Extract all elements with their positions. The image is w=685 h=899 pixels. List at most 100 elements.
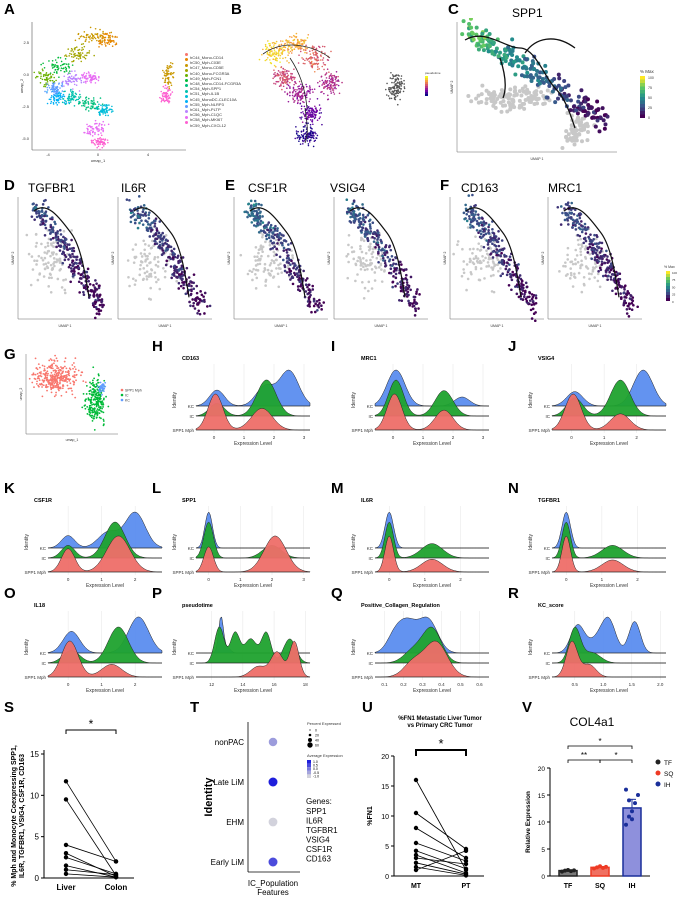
panel-f-right-gray-point: [593, 276, 596, 279]
panel-b-point: [280, 48, 282, 51]
panel-b-point: [289, 94, 291, 97]
panel-d-right-point: [172, 251, 175, 255]
panel-b-point: [271, 52, 274, 55]
panel-f-right-gray-point: [570, 260, 574, 263]
panel-a-point: [169, 66, 171, 69]
panel-b-point: [308, 110, 311, 113]
panel-f-right-gray-point: [579, 247, 582, 250]
panel-d-left-point: [42, 222, 45, 225]
panel-e-right-gray-point: [362, 256, 365, 260]
panel-f-left-point: [517, 263, 520, 266]
panel-f-left-point: [487, 225, 490, 229]
panel-a-point: [116, 36, 118, 38]
panel-f-left-gray-point: [490, 266, 493, 269]
panel-b-point: [300, 38, 302, 41]
panel-a-point: [106, 104, 108, 107]
panel-a-point: [166, 66, 168, 69]
panel-b-point: [298, 85, 301, 87]
panel-b-point: [271, 50, 273, 52]
panel-d-right-point: [187, 284, 191, 288]
panel-d-left-point: [73, 270, 76, 273]
panel-c-colorbar-segment: [640, 90, 645, 94]
panel-c-point: [487, 31, 492, 36]
panel-a-point: [46, 89, 49, 91]
panel-f-right-gray-point: [580, 243, 583, 246]
panel-e-right-gray-point: [373, 271, 377, 274]
panel-f-right-gray-point: [573, 276, 577, 279]
panel-f-left-point: [465, 212, 469, 216]
panel-e-left-point: [269, 228, 273, 232]
panel-g-point-ic: [91, 419, 94, 422]
panel-g-point-spp1: [55, 357, 58, 360]
panel-f-left-point: [528, 291, 532, 295]
panel-d-left-gray-point: [58, 259, 62, 262]
panel-a-point: [107, 114, 109, 117]
panel-label-f: F: [440, 177, 450, 194]
panel-f-right-point: [625, 307, 629, 311]
panel-b-point: [296, 89, 298, 91]
panel-d-left-trajectory: [33, 207, 90, 298]
panel-e-left-point: [294, 267, 298, 271]
panel-f-left-gray-point: [462, 260, 466, 263]
panel-b-point: [284, 73, 286, 75]
panel-d-left-point: [78, 291, 81, 294]
panel-a-point: [58, 83, 60, 85]
panel-b-point: [332, 91, 335, 94]
panel-a-point: [87, 71, 90, 73]
panel-a-legend-item: hC61_Mph-PLTP: [185, 98, 221, 112]
panel-g-point-spp1: [46, 385, 49, 388]
panel-d-left-gray-point: [29, 283, 33, 287]
panel-a-legend-text: hC48_Mono-CD14-FCGR3A: [190, 81, 241, 86]
panel-a-point: [60, 69, 62, 72]
panel-a-point: [54, 64, 57, 66]
panel-d-right-point: [173, 255, 177, 259]
panel-g-point-spp1: [51, 381, 54, 384]
panel-f-right-point: [613, 279, 616, 282]
panel-b-point: [274, 83, 277, 85]
panel-b-point: [283, 78, 286, 81]
panel-d-right-gray-point: [133, 283, 137, 286]
panel-b-point: [267, 48, 270, 51]
panel-c-y-label: UMAP 2: [450, 80, 454, 93]
panel-d-right-gray-point: [163, 275, 167, 279]
panel-c-point: [576, 94, 581, 99]
panel-f-right-gray-point: [594, 262, 597, 265]
panel-c-point: [525, 74, 530, 79]
panel-a-point: [168, 100, 171, 103]
panel-b-point: [286, 72, 288, 75]
panel-f-left-point: [471, 208, 475, 211]
panel-c-point: [529, 78, 534, 83]
panel-d-right-gray-point: [148, 252, 151, 255]
panel-f-right-point: [600, 260, 604, 263]
panel-f-right-point: [580, 230, 584, 234]
panel-e-right-gray-point: [358, 256, 362, 260]
panel-a-point: [92, 103, 95, 106]
panel-f-left-gray-point: [474, 256, 478, 260]
panel-a-point: [168, 73, 170, 75]
panel-g-point-spp1: [53, 359, 56, 362]
panel-b-point: [316, 63, 319, 66]
panel-g-point-spp1: [66, 381, 69, 383]
panel-c-point: [557, 76, 562, 81]
panel-c-gray-point: [499, 109, 504, 114]
panel-c-gray-point: [517, 89, 522, 94]
panel-e-right-gray-point: [370, 252, 374, 256]
panel-b-point: [318, 46, 321, 49]
panel-f-right-point: [569, 216, 573, 219]
panel-e-left-gray-point: [258, 262, 262, 266]
panel-c-point: [600, 106, 605, 111]
panel-b-point: [303, 105, 306, 108]
panel-e-left-point: [255, 224, 258, 228]
panel-label-c: C: [448, 1, 459, 18]
panel-d-right-gray-point: [143, 271, 147, 275]
panel-b-point: [279, 54, 282, 57]
panel-d-right-point: [198, 312, 202, 316]
panel-a-point: [94, 103, 97, 105]
panel-f-left-point: [497, 261, 501, 264]
panel-e-left-point: [269, 247, 273, 251]
panel-d-right-point: [154, 233, 158, 236]
panel-b-point: [297, 130, 299, 133]
panel-e-left-point: [261, 221, 265, 224]
panel-f-left-point: [519, 297, 523, 301]
panel-d-right-point: [141, 223, 145, 226]
